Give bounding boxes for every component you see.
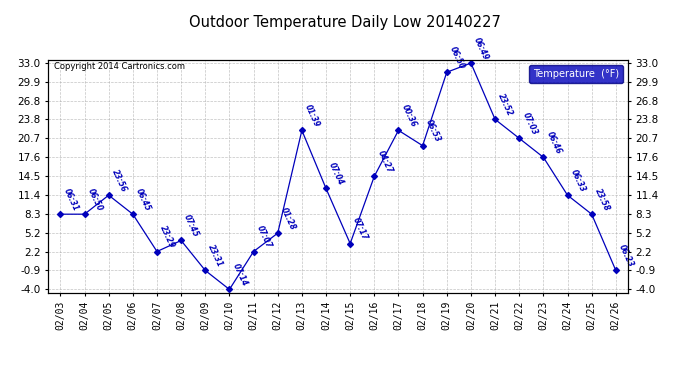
Text: 01:39: 01:39 <box>303 103 322 129</box>
Text: 06:50: 06:50 <box>448 45 466 70</box>
Text: Copyright 2014 Cartronics.com: Copyright 2014 Cartronics.com <box>54 62 185 71</box>
Text: 23:58: 23:58 <box>593 187 611 212</box>
Text: 23:52: 23:52 <box>496 92 515 117</box>
Text: 06:50: 06:50 <box>86 187 104 212</box>
Legend: Temperature  (°F): Temperature (°F) <box>529 65 623 82</box>
Text: 07:14: 07:14 <box>230 262 249 288</box>
Text: 06:31: 06:31 <box>61 187 80 212</box>
Text: 06:23: 06:23 <box>617 243 635 268</box>
Text: 07:03: 07:03 <box>520 111 539 136</box>
Text: 07:04: 07:04 <box>327 161 346 187</box>
Text: 04:27: 04:27 <box>375 149 394 174</box>
Text: 06:53: 06:53 <box>424 118 442 144</box>
Text: 23:31: 23:31 <box>206 243 225 268</box>
Text: 23:56: 23:56 <box>110 168 128 194</box>
Text: 06:33: 06:33 <box>569 168 587 194</box>
Text: 07:45: 07:45 <box>182 213 201 238</box>
Text: 23:29: 23:29 <box>158 224 177 250</box>
Text: 07:07: 07:07 <box>255 224 273 250</box>
Text: 01:28: 01:28 <box>279 206 297 231</box>
Text: 06:46: 06:46 <box>544 130 563 156</box>
Text: 00:36: 00:36 <box>400 103 418 129</box>
Text: 06:45: 06:45 <box>134 187 152 212</box>
Text: 07:17: 07:17 <box>351 216 370 242</box>
Text: Outdoor Temperature Daily Low 20140227: Outdoor Temperature Daily Low 20140227 <box>189 15 501 30</box>
Text: 06:49: 06:49 <box>472 36 491 61</box>
